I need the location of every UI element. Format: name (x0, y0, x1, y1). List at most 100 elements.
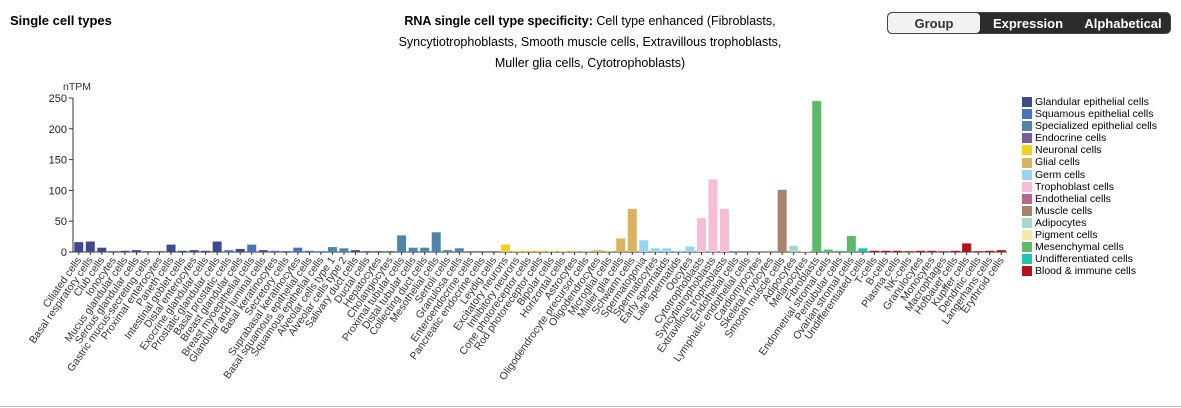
bar (351, 250, 361, 252)
bar (789, 245, 799, 252)
bar (224, 250, 234, 252)
legend-item[interactable]: Neuronal cells (1022, 144, 1157, 156)
legend-item[interactable]: Adipocytes (1022, 217, 1157, 229)
bar (431, 232, 441, 252)
bar (85, 241, 95, 252)
legend-item[interactable]: Mesenchymal cells (1022, 241, 1157, 253)
bar (962, 243, 972, 252)
y-axis-label: nTPM (63, 81, 91, 93)
legend-item[interactable]: Endocrine cells (1022, 132, 1157, 144)
legend-item[interactable]: Germ cells (1022, 169, 1157, 181)
bar (973, 251, 983, 252)
bar (143, 251, 153, 252)
legend-item[interactable]: Squamous epithelial cells (1022, 108, 1157, 120)
bar (385, 251, 395, 252)
legend-swatch (1022, 145, 1032, 156)
legend-item[interactable]: Glandular epithelial cells (1022, 96, 1157, 108)
legend-item[interactable]: Undifferentiated cells (1022, 253, 1157, 265)
sort-toggle: Group Expression Alphabetical (887, 12, 1171, 34)
legend-label: Trophoblast cells (1035, 180, 1114, 193)
bar (178, 250, 188, 252)
bar (258, 250, 268, 252)
bar (189, 250, 199, 252)
bar (247, 244, 257, 252)
bar (362, 251, 372, 252)
bar (604, 251, 614, 252)
bar (512, 250, 522, 252)
bar (904, 251, 914, 252)
bar (523, 250, 533, 252)
bar (547, 251, 557, 252)
legend-item[interactable]: Glial cells (1022, 156, 1157, 168)
y-tick-label: 50 (55, 216, 67, 228)
bar (154, 251, 164, 252)
legend-label: Endocrine cells (1035, 132, 1107, 145)
chart-title: RNA single cell type specificity: Cell t… (380, 11, 800, 74)
bar (304, 250, 314, 252)
bar (708, 179, 718, 252)
legend-item[interactable]: Blood & immune cells (1022, 265, 1157, 277)
y-tick-label: 150 (49, 155, 67, 167)
bar (500, 244, 510, 252)
bar (743, 251, 753, 252)
bar (766, 251, 776, 252)
legend-label: Neuronal cells (1035, 144, 1102, 157)
y-tick-label: 250 (49, 93, 67, 105)
bar (858, 248, 868, 252)
bar (650, 248, 660, 252)
bar (374, 251, 384, 252)
bar (339, 248, 349, 252)
legend-label: Squamous epithelial cells (1035, 108, 1154, 121)
bar (777, 189, 787, 252)
bar (212, 241, 222, 252)
bar (881, 250, 891, 252)
legend-swatch (1022, 97, 1032, 108)
legend-label: Blood & immune cells (1035, 265, 1136, 278)
bar (581, 251, 591, 252)
legend-label: Germ cells (1035, 168, 1086, 181)
legend-swatch (1022, 217, 1032, 228)
chart-title-rest: Cell type enhanced (Fibroblasts, Syncyti… (398, 14, 782, 70)
bar (97, 247, 107, 252)
chart-legend: Glandular epithelial cells Squamous epith… (1022, 96, 1157, 277)
legend-item[interactable]: Trophoblast cells (1022, 181, 1157, 193)
bar (74, 242, 84, 252)
bar (823, 249, 833, 252)
expression-button[interactable]: Expression (992, 15, 1064, 31)
legend-item[interactable]: Pigment cells (1022, 229, 1157, 241)
bar (812, 101, 822, 252)
bar (696, 218, 706, 252)
y-tick-label: 0 (61, 247, 67, 259)
legend-label: Endothelial cells (1035, 192, 1111, 205)
bar (281, 251, 291, 252)
bar (235, 248, 245, 252)
legend-swatch (1022, 254, 1032, 265)
legend-label: Adipocytes (1035, 216, 1087, 229)
group-button[interactable]: Group (888, 13, 980, 33)
bar (466, 251, 476, 252)
legend-label: Muscle cells (1035, 204, 1093, 217)
bar (673, 250, 683, 252)
legend-item[interactable]: Muscle cells (1022, 205, 1157, 217)
bar (719, 208, 729, 252)
legend-label: Specialized epithelial cells (1035, 120, 1157, 133)
bar (454, 248, 464, 252)
legend-label: Undifferentiated cells (1035, 253, 1133, 266)
legend-label: Pigment cells (1035, 229, 1098, 242)
bar (270, 250, 280, 252)
alphabetical-button[interactable]: Alphabetical (1084, 15, 1162, 31)
legend-swatch (1022, 109, 1032, 120)
bar (627, 208, 637, 252)
legend-label: Mesenchymal cells (1035, 241, 1124, 254)
bar (558, 251, 568, 252)
bar (731, 251, 741, 252)
bar (535, 250, 545, 252)
bar (408, 247, 418, 252)
legend-swatch (1022, 266, 1032, 277)
legend-swatch (1022, 230, 1032, 241)
bar (985, 250, 995, 252)
legend-label: Glial cells (1035, 156, 1080, 169)
legend-item[interactable]: Specialized epithelial cells (1022, 120, 1157, 132)
bar (166, 244, 176, 252)
legend-item[interactable]: Endothelial cells (1022, 193, 1157, 205)
